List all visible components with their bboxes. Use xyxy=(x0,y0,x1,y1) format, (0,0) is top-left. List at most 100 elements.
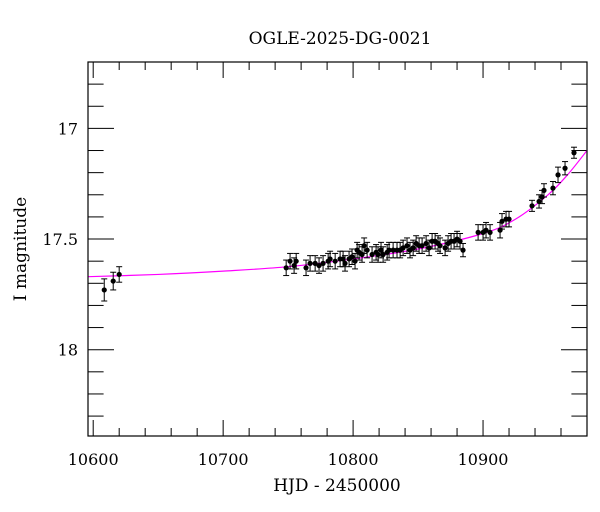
data-point xyxy=(437,237,444,254)
point-marker xyxy=(541,187,547,193)
point-marker xyxy=(312,260,318,266)
x-tick-labels: 10600 10700 10800 10900 xyxy=(68,450,509,469)
data-point xyxy=(342,255,349,272)
y-axis-label: I magnitude xyxy=(11,197,31,301)
data-point xyxy=(101,278,108,302)
point-marker xyxy=(352,258,358,264)
point-marker xyxy=(316,262,322,269)
point-marker xyxy=(380,251,386,258)
point-marker xyxy=(419,243,425,249)
data-point xyxy=(549,181,556,196)
point-marker xyxy=(423,240,429,247)
data-point xyxy=(423,235,430,252)
point-marker xyxy=(342,260,348,266)
point-marker xyxy=(303,265,309,271)
data-point xyxy=(487,224,494,241)
data-point xyxy=(410,239,417,257)
data-point xyxy=(327,250,334,268)
y-tick-label: 17.5 xyxy=(42,230,78,249)
data-point xyxy=(291,257,298,274)
point-marker xyxy=(283,265,289,271)
point-marker xyxy=(291,262,297,269)
data-points xyxy=(101,146,578,302)
point-marker xyxy=(116,271,122,278)
point-marker xyxy=(390,247,396,253)
point-marker xyxy=(536,198,542,205)
data-point xyxy=(361,237,368,254)
data-point xyxy=(116,266,123,283)
point-marker xyxy=(506,216,512,222)
axis-ticks xyxy=(88,61,588,436)
data-point xyxy=(369,246,376,263)
data-point xyxy=(375,246,382,263)
point-marker xyxy=(361,243,367,249)
y-tick-labels: 17 17.5 18 xyxy=(42,119,78,359)
point-marker xyxy=(369,251,375,258)
model-curve xyxy=(87,150,588,278)
point-marker xyxy=(460,247,466,253)
point-marker xyxy=(287,258,293,264)
point-marker xyxy=(101,287,107,293)
point-marker xyxy=(487,229,493,236)
point-marker xyxy=(475,229,481,236)
data-point xyxy=(457,233,464,250)
data-point xyxy=(380,246,387,263)
point-marker xyxy=(562,165,568,171)
x-tick-label: 10900 xyxy=(458,450,509,469)
point-marker xyxy=(442,245,448,251)
data-point xyxy=(110,271,117,291)
data-point xyxy=(404,237,411,254)
point-marker xyxy=(307,260,313,266)
point-marker xyxy=(499,218,505,224)
x-tick-label: 10700 xyxy=(198,450,249,469)
point-marker xyxy=(332,258,338,264)
point-marker xyxy=(320,260,326,266)
point-marker xyxy=(457,238,463,244)
point-marker xyxy=(386,247,392,253)
data-point xyxy=(571,146,578,159)
data-point xyxy=(287,252,294,270)
data-point xyxy=(460,242,467,258)
data-point xyxy=(352,252,359,270)
data-point xyxy=(386,241,393,259)
point-marker xyxy=(483,227,489,233)
y-tick-label: 17 xyxy=(58,119,78,138)
point-marker xyxy=(340,256,346,262)
data-point xyxy=(312,255,319,272)
point-marker xyxy=(571,150,577,156)
point-marker xyxy=(375,251,381,258)
x-tick-label: 10600 xyxy=(68,450,119,469)
y-tick-label: 18 xyxy=(58,341,78,360)
point-marker xyxy=(349,254,355,260)
point-marker xyxy=(110,278,116,284)
data-point xyxy=(419,237,426,254)
data-point xyxy=(539,189,546,205)
data-point xyxy=(562,161,569,176)
data-point xyxy=(349,248,356,265)
point-marker xyxy=(555,172,561,178)
point-marker xyxy=(327,256,333,262)
point-marker xyxy=(293,258,299,264)
point-marker xyxy=(550,185,556,191)
point-marker xyxy=(437,243,443,249)
data-point xyxy=(293,252,300,270)
data-point xyxy=(442,239,449,257)
x-tick-label: 10800 xyxy=(328,450,379,469)
point-marker xyxy=(426,245,432,251)
data-point xyxy=(529,199,536,212)
data-point xyxy=(506,210,513,228)
data-point xyxy=(303,259,310,277)
data-point xyxy=(540,183,547,198)
point-marker xyxy=(529,203,535,209)
data-point xyxy=(332,252,339,270)
data-point xyxy=(320,255,327,272)
point-marker xyxy=(404,243,410,249)
point-marker xyxy=(364,247,370,253)
data-point xyxy=(555,166,562,184)
data-point xyxy=(483,221,490,239)
data-point xyxy=(364,241,371,259)
data-point xyxy=(400,239,407,257)
point-marker xyxy=(410,245,416,251)
point-marker xyxy=(378,247,384,253)
